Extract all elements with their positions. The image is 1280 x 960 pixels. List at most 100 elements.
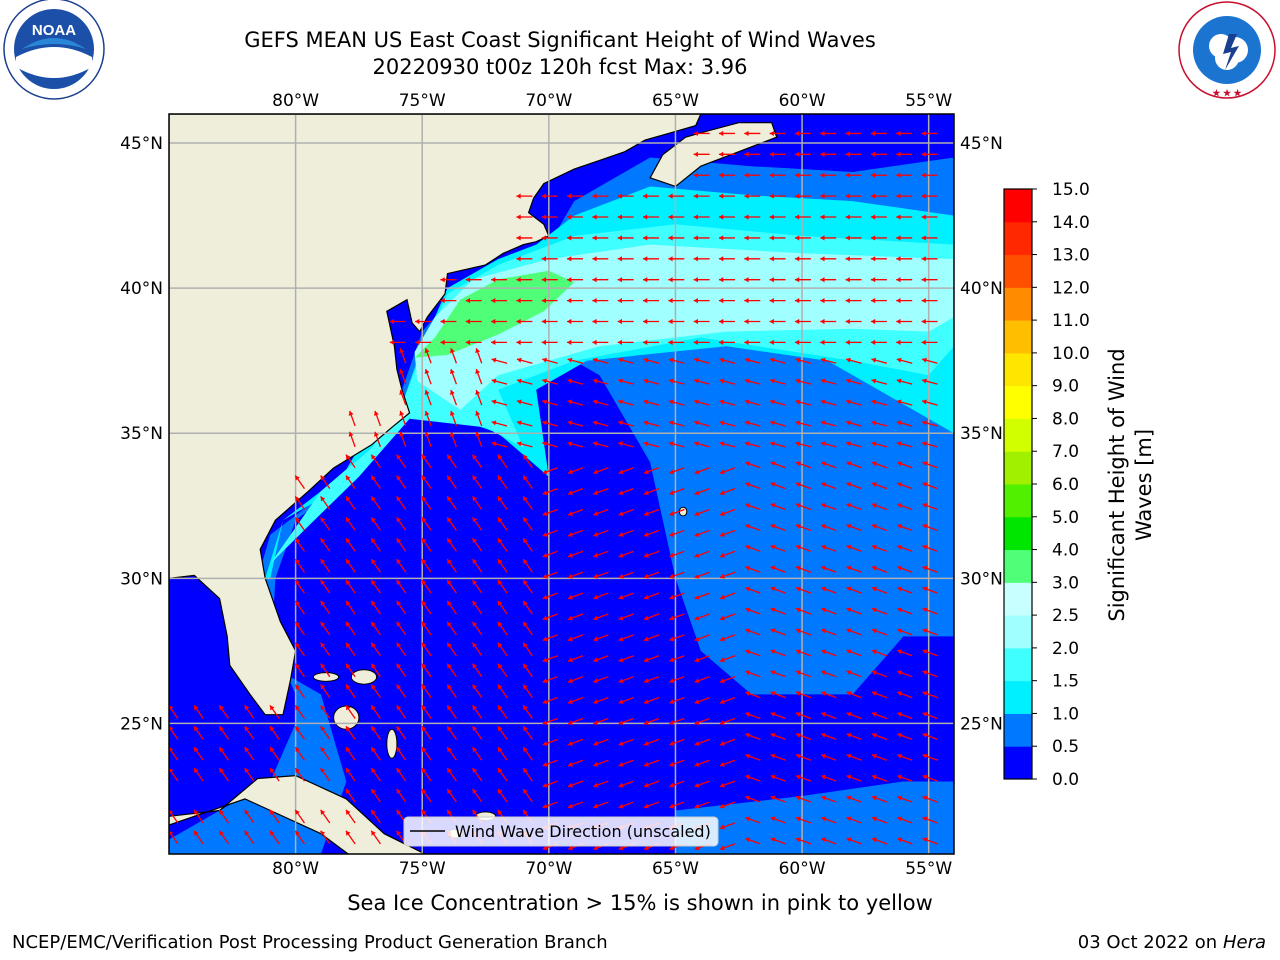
wave-arrow-head <box>871 420 877 426</box>
wave-arrow-head <box>593 740 599 746</box>
colorbar-swatch <box>1004 713 1032 747</box>
wave-arrow-head <box>542 573 548 579</box>
wave-arrow-head <box>523 454 528 460</box>
wave-arrow-head <box>465 298 471 304</box>
lat-tick-label-left: 40°N <box>120 279 163 299</box>
wave-arrow-head <box>719 441 725 447</box>
wave-arrow-head <box>371 559 376 565</box>
wave-arrow-head <box>769 193 774 199</box>
wave-arrow-head <box>745 586 751 592</box>
wave-arrow-head <box>371 580 376 585</box>
wave-arrow-head <box>618 740 624 746</box>
wave-arrow-head <box>846 712 852 717</box>
wave-arrow-head <box>593 552 599 558</box>
wave-arrow-head <box>396 580 402 585</box>
wave-arrow-head <box>795 628 801 634</box>
colorbar-swatch <box>1004 746 1032 780</box>
wave-arrow-head <box>719 824 725 830</box>
wave-arrow-head <box>642 339 648 345</box>
wave-arrow-head <box>295 768 300 774</box>
wave-arrow-head <box>871 732 877 738</box>
wave-arrow-head <box>745 565 751 571</box>
wave-arrow-head <box>668 357 674 363</box>
wave-arrow-head <box>719 782 725 788</box>
wave-arrow-head <box>345 663 351 669</box>
wave-arrow-head <box>541 256 546 262</box>
wave-arrow-head <box>668 441 674 447</box>
wave-arrow-head <box>541 277 546 283</box>
island <box>350 669 378 685</box>
wave-arrow-head <box>770 795 776 801</box>
wave-arrow-head <box>194 768 199 774</box>
noaa-logo: NOAA <box>3 0 105 100</box>
wave-height-band <box>751 534 904 651</box>
wave-arrow-head <box>345 830 351 836</box>
wave-arrow-head <box>694 552 700 558</box>
wave-arrow-head <box>396 621 402 627</box>
wave-arrow-head <box>567 803 573 809</box>
wave-arrow-head <box>744 378 750 384</box>
wave-arrow-head <box>516 441 522 447</box>
wave-arrow-head <box>617 214 622 220</box>
wave-arrow-head <box>794 130 800 137</box>
wave-arrow-head <box>821 795 827 801</box>
wave-arrow-head <box>795 712 801 717</box>
wave-arrow-head <box>770 691 776 696</box>
wave-arrow-head <box>374 431 379 437</box>
wave-arrow-head <box>447 684 452 690</box>
wave-arrow-head <box>371 809 376 815</box>
wave-arrow-head <box>542 657 548 663</box>
footer-left: NCEP/EMC/Verification Post Processing Pr… <box>12 932 608 953</box>
wave-arrow-head <box>745 461 751 467</box>
wave-arrow-head <box>449 348 455 354</box>
wave-arrow-head <box>244 747 250 753</box>
wave-arrow-head <box>491 441 497 447</box>
wave-arrow-head <box>694 594 700 600</box>
island <box>386 728 398 759</box>
colorbar-swatch <box>1004 582 1032 616</box>
wave-arrow-head <box>618 782 624 788</box>
wave-arrow-head <box>593 761 599 767</box>
wave-arrow-head <box>592 298 597 304</box>
wave-arrow-head <box>516 339 521 345</box>
wave-arrow-head <box>870 130 876 137</box>
wave-arrow-head <box>642 193 648 199</box>
wave-arrow-head <box>845 318 850 325</box>
wave-arrow-head <box>396 496 402 502</box>
wave-arrow-head <box>396 809 402 815</box>
wave-arrow-head <box>821 837 827 843</box>
wave-arrow-head <box>846 837 852 843</box>
wave-arrow-head <box>846 399 851 405</box>
wave-arrow-head <box>371 768 376 774</box>
wave-arrow-head <box>668 277 673 283</box>
wave-arrow-head <box>643 594 649 600</box>
wave-arrow-head <box>371 454 376 460</box>
wave-arrow-head <box>516 378 522 384</box>
wave-arrow-head <box>244 705 250 711</box>
wave-arrow-head <box>542 511 548 516</box>
wave-arrow-head <box>718 214 724 220</box>
wave-arrow-head <box>795 837 801 843</box>
lon-tick-label-top: 80°W <box>272 91 319 111</box>
wave-arrow-head <box>472 684 478 690</box>
wave-arrow-head <box>541 214 546 220</box>
wave-arrow-head <box>567 357 573 363</box>
wave-arrow-head <box>845 339 850 345</box>
wave-arrow-head <box>922 628 928 634</box>
wave-arrow-head <box>896 399 902 405</box>
wave-arrow-head <box>472 705 478 711</box>
colorbar-tick-label: 13.0 <box>1052 246 1090 266</box>
wave-arrow-head <box>449 369 455 375</box>
colorbar-tick-label: 9.0 <box>1052 377 1079 397</box>
colorbar-tick-label: 14.0 <box>1052 213 1090 233</box>
wave-arrow-head <box>719 552 725 558</box>
wave-arrow-head <box>567 469 573 475</box>
wave-arrow-head <box>769 130 774 137</box>
wave-arrow-head <box>295 684 300 690</box>
wave-arrow-head <box>922 482 928 488</box>
wave-arrow-head <box>523 726 528 732</box>
wave-arrow-head <box>348 410 354 416</box>
colorbar-swatch <box>1004 680 1032 714</box>
wave-arrow-head <box>795 461 801 467</box>
